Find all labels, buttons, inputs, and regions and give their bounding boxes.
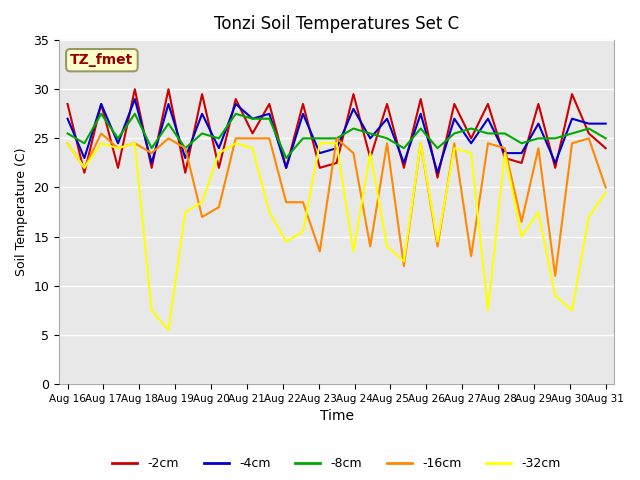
Title: Tonzi Soil Temperatures Set C: Tonzi Soil Temperatures Set C [214,15,459,33]
Text: TZ_fmet: TZ_fmet [70,53,134,67]
Y-axis label: Soil Temperature (C): Soil Temperature (C) [15,148,28,276]
X-axis label: Time: Time [319,409,354,423]
Legend: -2cm, -4cm, -8cm, -16cm, -32cm: -2cm, -4cm, -8cm, -16cm, -32cm [108,452,566,475]
